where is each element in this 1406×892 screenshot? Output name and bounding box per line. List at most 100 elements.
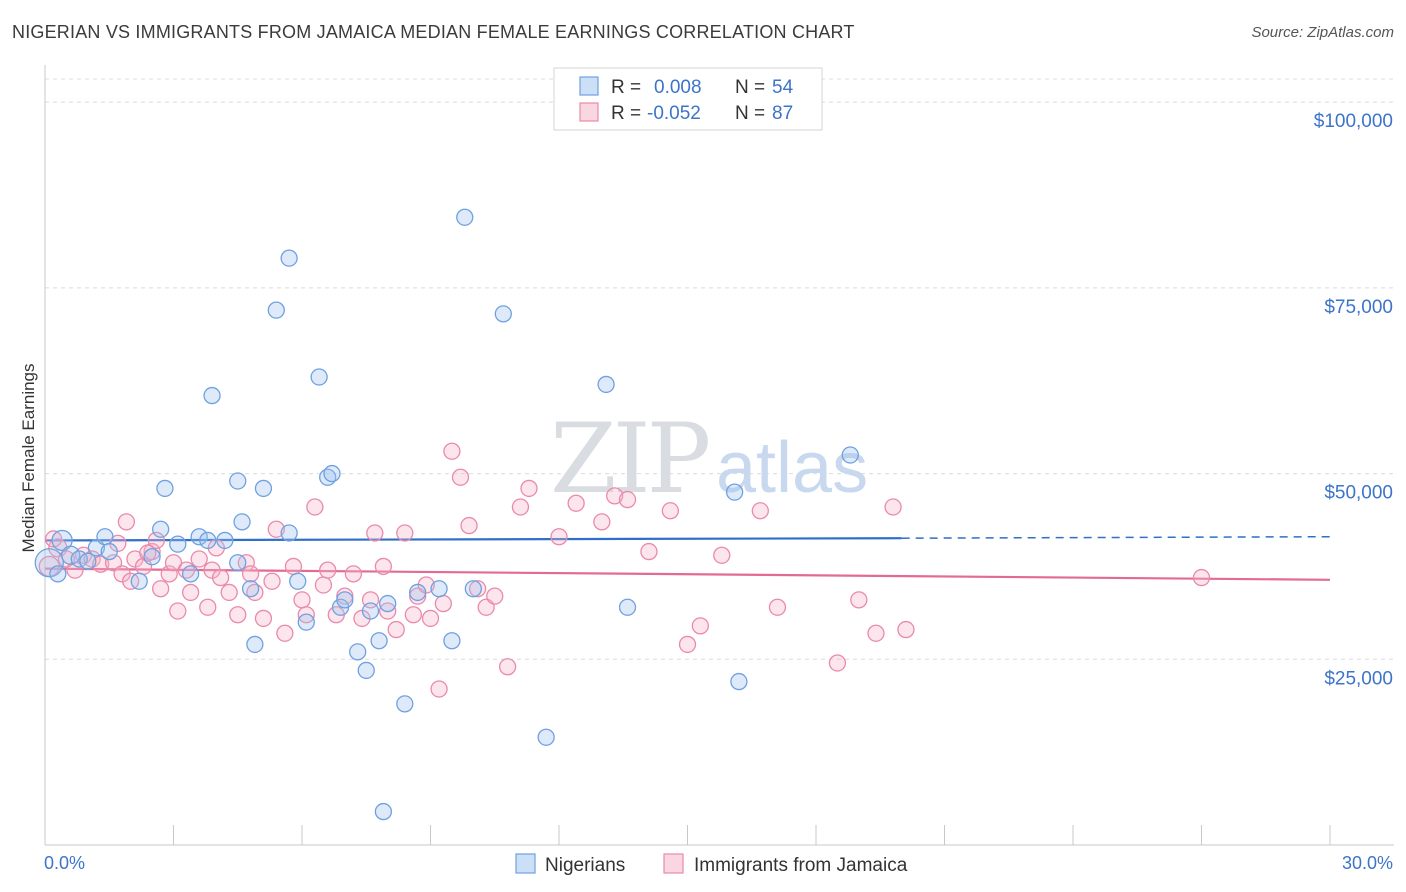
legend-bottom-swatch-nigerians bbox=[515, 853, 536, 874]
point-pink-65 bbox=[520, 479, 538, 498]
point-pink-66 bbox=[550, 528, 568, 546]
y-tick-label-1: $50,000 bbox=[1324, 483, 1393, 504]
point-blue-19 bbox=[229, 472, 247, 490]
point-blue-26 bbox=[289, 572, 307, 590]
point-pink-18 bbox=[169, 602, 187, 620]
point-pink-80 bbox=[867, 624, 885, 642]
point-pink-31 bbox=[254, 609, 273, 628]
point-blue-42 bbox=[443, 632, 461, 650]
series-nigerians-points bbox=[34, 208, 859, 821]
point-blue-27 bbox=[297, 613, 315, 631]
point-pink-51 bbox=[404, 606, 423, 624]
point-pink-68 bbox=[593, 513, 611, 531]
legend-r-value-1: 0.008 bbox=[654, 77, 702, 98]
trend-line-blue-extension bbox=[901, 535, 1331, 539]
y-tick-label-0: $25,000 bbox=[1324, 668, 1393, 689]
point-pink-70 bbox=[618, 490, 637, 509]
source-label: Source: ZipAtlas.com bbox=[1251, 24, 1394, 41]
point-pink-57 bbox=[443, 442, 461, 460]
point-pink-58 bbox=[451, 468, 470, 486]
point-pink-73 bbox=[678, 635, 697, 654]
point-blue-24 bbox=[280, 249, 298, 267]
x-tick-label-max: 30.0% bbox=[1342, 853, 1393, 873]
point-blue-20 bbox=[241, 580, 260, 598]
point-pink-40 bbox=[319, 561, 337, 579]
point-blue-53 bbox=[79, 552, 97, 570]
point-pink-55 bbox=[430, 680, 448, 698]
point-blue-40 bbox=[408, 583, 427, 602]
point-blue-16 bbox=[216, 531, 234, 550]
point-pink-82 bbox=[897, 620, 915, 639]
point-pink-32 bbox=[263, 572, 281, 590]
point-blue-50 bbox=[730, 672, 748, 691]
point-pink-29 bbox=[241, 565, 260, 583]
legend-n-value-2: 87 bbox=[772, 103, 793, 124]
point-pink-46 bbox=[366, 524, 384, 542]
point-pink-21 bbox=[190, 550, 208, 568]
watermark-zip: ZIP bbox=[550, 403, 709, 515]
point-blue-47 bbox=[597, 375, 615, 394]
point-blue-52 bbox=[49, 565, 67, 583]
point-pink-15 bbox=[151, 580, 170, 598]
point-pink-3 bbox=[66, 561, 84, 579]
legend-n-label-1: N = bbox=[735, 77, 765, 98]
point-pink-71 bbox=[640, 542, 658, 561]
point-blue-10 bbox=[156, 479, 174, 498]
y-axis-label: Median Female Earnings bbox=[19, 364, 38, 553]
legend-n-value-1: 54 bbox=[772, 77, 794, 98]
legend-n-label-2: N = bbox=[735, 103, 765, 124]
point-pink-9 bbox=[117, 513, 136, 531]
point-pink-25 bbox=[211, 568, 230, 587]
point-blue-33 bbox=[349, 643, 367, 661]
point-blue-1 bbox=[51, 529, 73, 552]
point-pink-14 bbox=[147, 531, 166, 550]
point-pink-43 bbox=[344, 565, 363, 583]
point-blue-51 bbox=[841, 446, 859, 464]
point-pink-69 bbox=[606, 487, 624, 505]
point-pink-75 bbox=[713, 546, 731, 564]
point-pink-36 bbox=[293, 591, 311, 609]
point-blue-37 bbox=[374, 802, 393, 821]
point-pink-27 bbox=[229, 606, 247, 624]
point-pink-60 bbox=[468, 580, 487, 598]
point-pink-49 bbox=[387, 620, 405, 639]
legend-r-label-1: R = bbox=[611, 77, 641, 98]
legend-bottom-jamaica: Immigrants from Jamaica bbox=[694, 855, 908, 876]
y-tick-label-3: $100,000 bbox=[1314, 111, 1393, 132]
point-blue-39 bbox=[396, 695, 414, 713]
point-blue-14 bbox=[181, 565, 200, 583]
chart-title: NIGERIAN VS IMMIGRANTS FROM JAMAICA MEDI… bbox=[12, 22, 855, 42]
legend-r-label-2: R = bbox=[611, 103, 641, 124]
point-pink-77 bbox=[768, 598, 787, 616]
point-pink-56 bbox=[434, 594, 453, 613]
axes bbox=[44, 65, 1394, 846]
legend-bottom-swatch-jamaica bbox=[663, 853, 684, 874]
point-blue-0 bbox=[34, 548, 64, 578]
point-blue-12 bbox=[190, 528, 208, 546]
point-pink-81 bbox=[884, 498, 902, 516]
point-blue-25 bbox=[280, 524, 298, 542]
point-blue-23 bbox=[267, 301, 285, 319]
legend-swatch-nigerians bbox=[579, 76, 599, 96]
y-tick-labels: $25,000 $50,000 $75,000 $100,000 bbox=[1314, 111, 1393, 689]
point-blue-17 bbox=[233, 513, 251, 531]
point-pink-62 bbox=[486, 587, 504, 605]
point-blue-48 bbox=[618, 598, 637, 616]
point-pink-74 bbox=[691, 617, 709, 635]
watermark: ZIP atlas bbox=[550, 403, 868, 515]
point-blue-45 bbox=[494, 305, 512, 323]
point-blue-43 bbox=[456, 208, 474, 226]
point-blue-2 bbox=[61, 545, 81, 565]
point-pink-47 bbox=[374, 557, 393, 576]
y-tick-label-2: $75,000 bbox=[1324, 297, 1393, 318]
legend-bottom: Nigerians Immigrants from Jamaica bbox=[515, 853, 908, 876]
point-pink-79 bbox=[850, 591, 868, 609]
point-pink-17 bbox=[164, 554, 183, 572]
point-blue-30 bbox=[323, 464, 341, 483]
point-blue-28 bbox=[310, 368, 328, 386]
point-pink-34 bbox=[276, 624, 294, 642]
point-blue-35 bbox=[361, 602, 380, 620]
point-blue-8 bbox=[143, 548, 161, 566]
point-blue-36 bbox=[370, 632, 388, 650]
